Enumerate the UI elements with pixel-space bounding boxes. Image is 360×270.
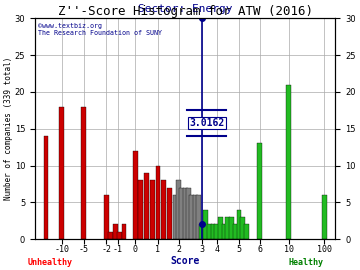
Text: Sector: Energy: Sector: Energy: [138, 4, 233, 14]
Bar: [222, 224, 226, 239]
Bar: [196, 195, 201, 239]
Bar: [203, 210, 208, 239]
Bar: [211, 224, 216, 239]
Text: ©www.textbiz.org
The Research Foundation of SUNY: ©www.textbiz.org The Research Foundation…: [38, 23, 162, 36]
Bar: [257, 143, 262, 239]
Bar: [176, 180, 181, 239]
Bar: [113, 224, 117, 239]
Bar: [189, 195, 194, 239]
X-axis label: Score: Score: [171, 256, 200, 266]
Bar: [179, 188, 184, 239]
Bar: [150, 180, 155, 239]
Bar: [183, 188, 188, 239]
Bar: [322, 195, 327, 239]
Bar: [225, 217, 230, 239]
Bar: [156, 166, 161, 239]
Bar: [286, 85, 291, 239]
Bar: [44, 136, 49, 239]
Bar: [122, 224, 126, 239]
Bar: [199, 224, 204, 239]
Bar: [132, 151, 138, 239]
Text: 3.0162: 3.0162: [189, 118, 225, 128]
Bar: [144, 173, 149, 239]
Bar: [240, 217, 245, 239]
Bar: [218, 217, 223, 239]
Bar: [59, 107, 64, 239]
Bar: [207, 224, 212, 239]
Bar: [237, 210, 242, 239]
Bar: [233, 224, 238, 239]
Bar: [104, 195, 109, 239]
Bar: [229, 217, 234, 239]
Bar: [108, 232, 113, 239]
Bar: [244, 224, 249, 239]
Bar: [161, 180, 166, 239]
Bar: [117, 232, 122, 239]
Bar: [193, 195, 198, 239]
Bar: [186, 188, 191, 239]
Y-axis label: Number of companies (339 total): Number of companies (339 total): [4, 57, 13, 200]
Text: Healthy: Healthy: [288, 258, 324, 267]
Title: Z''-Score Histogram for ATW (2016): Z''-Score Histogram for ATW (2016): [58, 5, 313, 18]
Bar: [173, 195, 177, 239]
Bar: [138, 180, 143, 239]
Bar: [214, 224, 219, 239]
Bar: [81, 107, 86, 239]
Text: Unhealthy: Unhealthy: [28, 258, 73, 267]
Bar: [167, 188, 172, 239]
